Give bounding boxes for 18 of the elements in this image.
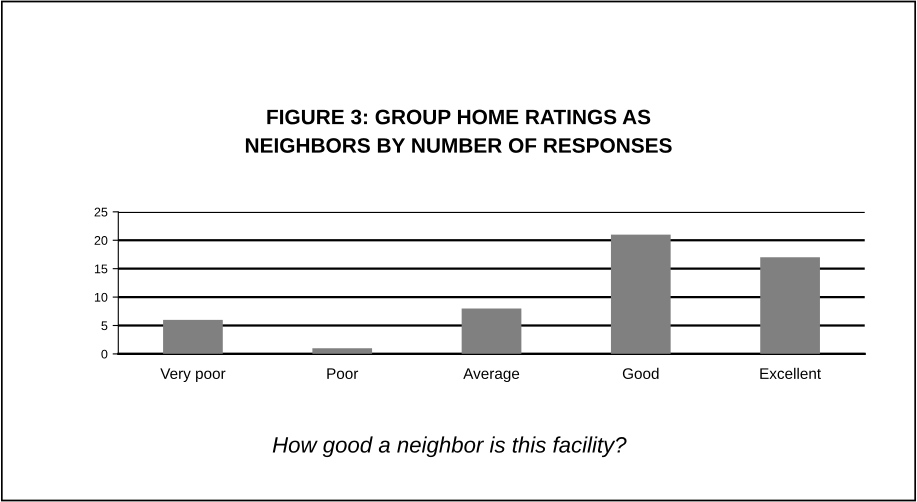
x-tick-label: Excellent [760,368,821,380]
x-tick-label: Good [622,368,659,380]
x-tick-label: Very poor [160,368,226,382]
y-tick-label: 25 [94,208,108,216]
bar [760,257,820,354]
y-tick-label: 15 [94,264,108,274]
bar [610,234,671,354]
chart-title: FIGURE 3: GROUP HOME RATINGS AS NEIGHBORS BY NUMBER OF RESPONSES [246,110,672,153]
y-tick-label: 20 [94,236,108,245]
bar [312,348,372,354]
x-axis-title: How good a neighbor is this facility? [272,436,627,458]
bar [462,308,522,354]
y-tick-label: 0 [101,350,108,359]
y-tick-label: 5 [101,321,108,330]
x-tick-label: Poor [327,368,358,380]
y-tick-label: 10 [94,292,108,302]
x-tick-label: Average [463,368,520,382]
bar [163,320,223,354]
